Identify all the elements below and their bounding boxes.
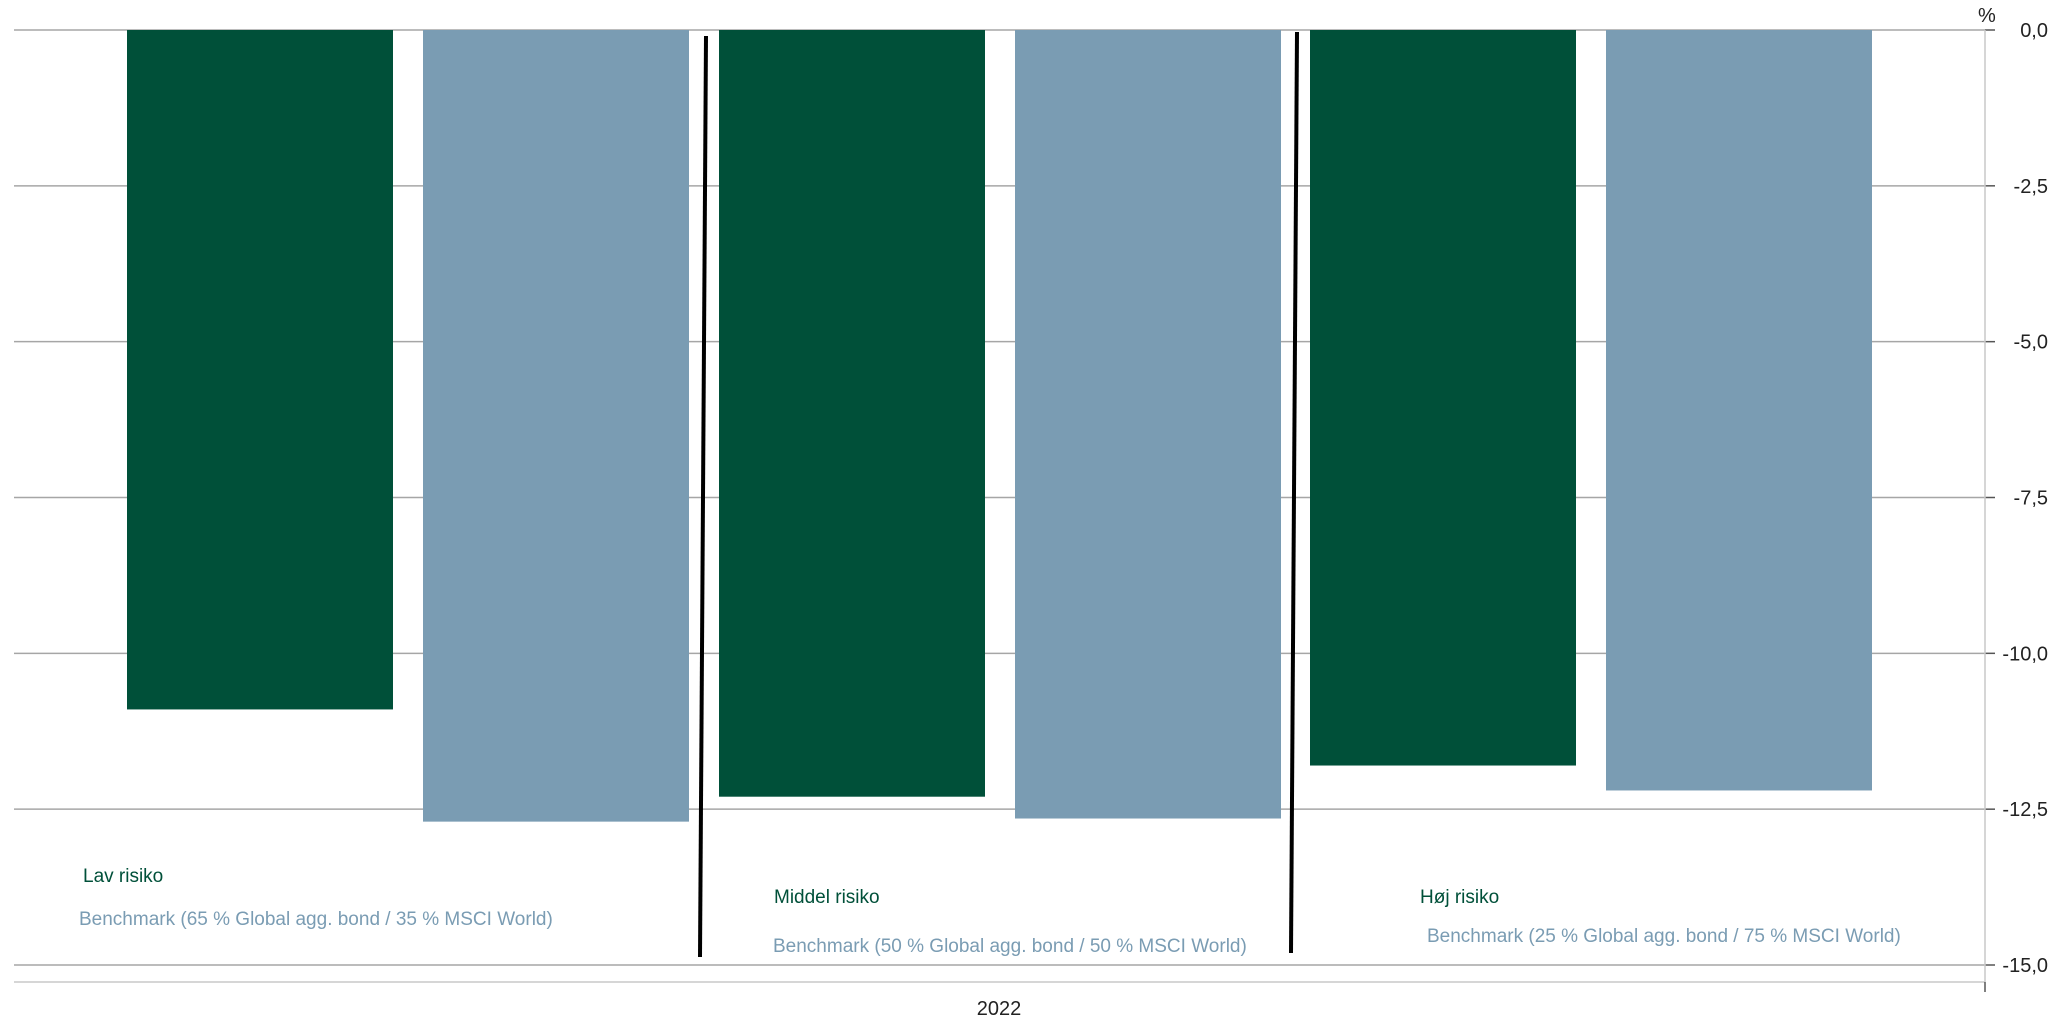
bar-benchmark bbox=[1015, 30, 1281, 819]
y-tick-label: -12,5 bbox=[2002, 799, 2048, 821]
y-tick-label: -2,5 bbox=[2014, 176, 2048, 198]
bar-portfolio bbox=[127, 30, 393, 710]
y-tick-label: -7,5 bbox=[2014, 488, 2048, 510]
x-category-label: 2022 bbox=[977, 998, 1022, 1020]
group-separator bbox=[698, 35, 708, 958]
y-tick-label: -5,0 bbox=[2014, 332, 2048, 354]
bar-portfolio bbox=[1310, 30, 1576, 766]
y-axis-unit: % bbox=[1978, 5, 1996, 27]
annotation-benchmark-label: Benchmark (25 % Global agg. bond / 75 % … bbox=[1427, 926, 1901, 947]
group-separators bbox=[698, 31, 1299, 958]
annotation-benchmark-label: Benchmark (50 % Global agg. bond / 50 % … bbox=[773, 936, 1247, 957]
annotation-risk-label: Høj risiko bbox=[1420, 887, 1499, 908]
annotation-benchmark-label: Benchmark (65 % Global agg. bond / 35 % … bbox=[79, 909, 553, 930]
y-tick-label: -10,0 bbox=[2002, 643, 2048, 665]
annotation-risk-label: Middel risiko bbox=[774, 887, 880, 908]
bar-benchmark bbox=[423, 30, 689, 822]
annotation-risk-label: Lav risiko bbox=[83, 866, 163, 887]
group-separator bbox=[1289, 31, 1299, 954]
y-tick-label: -15,0 bbox=[2002, 955, 2048, 977]
bar-portfolio bbox=[719, 30, 985, 797]
bars bbox=[127, 30, 1872, 822]
y-tick-label: 0,0 bbox=[2020, 20, 2048, 42]
bar-benchmark bbox=[1606, 30, 1872, 791]
annotations: Lav risiko Benchmark (65 % Global agg. bo… bbox=[79, 866, 1901, 957]
y-axis: 0,0 -2,5 -5,0 -7,5 -10,0 -12,5 -15,0 bbox=[14, 20, 2048, 992]
